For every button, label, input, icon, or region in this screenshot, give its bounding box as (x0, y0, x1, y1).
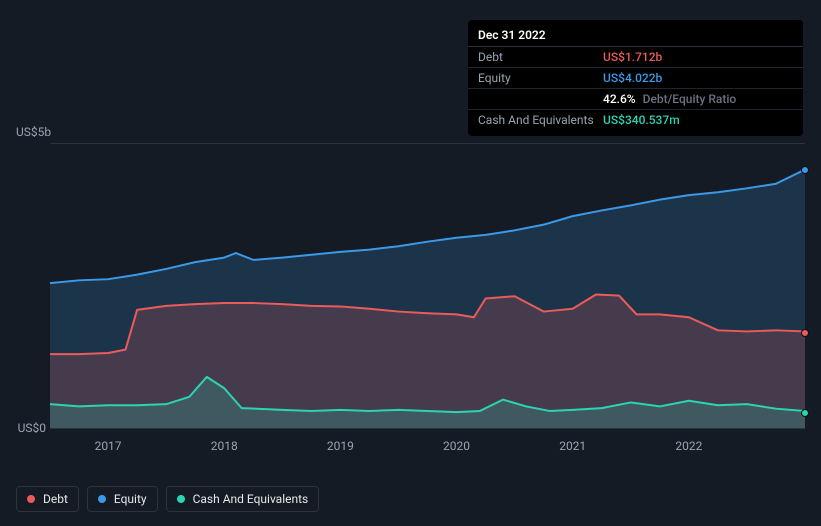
chart-tooltip: Dec 31 2022 DebtUS$1.712bEquityUS$4.022b… (468, 20, 803, 136)
y-axis-label-max: US$5b (16, 125, 46, 139)
legend-swatch-icon (177, 495, 185, 503)
chart-plot-area[interactable] (50, 143, 805, 429)
legend-swatch-icon (98, 495, 106, 503)
x-axis-label: 2017 (95, 439, 122, 453)
tooltip-row: EquityUS$4.022b (468, 68, 803, 89)
legend-swatch-icon (27, 495, 35, 503)
legend-item[interactable]: Debt (16, 486, 79, 512)
tooltip-row-value: US$1.712b (603, 50, 662, 64)
legend-item[interactable]: Equity (87, 486, 158, 512)
series-end-marker (801, 329, 809, 337)
tooltip-row-label (478, 92, 603, 106)
tooltip-row: 42.6% Debt/Equity Ratio (468, 89, 803, 110)
x-axis-labels: 2017 2018 2019 2020 2021 2022 (50, 439, 805, 459)
tooltip-row-label: Debt (478, 50, 603, 64)
x-axis-label: 2022 (675, 439, 702, 453)
legend-item-label: Cash And Equivalents (193, 492, 309, 506)
chart-legend: Debt Equity Cash And Equivalents (16, 486, 319, 512)
tooltip-row-value: US$4.022b (603, 71, 662, 85)
legend-item[interactable]: Cash And Equivalents (166, 486, 320, 512)
x-axis-label: 2021 (559, 439, 586, 453)
tooltip-row-label: Equity (478, 71, 603, 85)
financial-history-chart: US$5b US$0 2017 2018 2019 2020 2021 2022 (16, 123, 805, 463)
legend-item-label: Equity (114, 492, 147, 506)
x-axis-label: 2020 (443, 439, 470, 453)
x-axis-label: 2018 (211, 439, 238, 453)
tooltip-row-value: 42.6% Debt/Equity Ratio (603, 92, 736, 106)
series-end-marker (801, 166, 809, 174)
x-axis-label: 2019 (327, 439, 354, 453)
y-axis-label-min: US$0 (16, 421, 46, 435)
tooltip-date: Dec 31 2022 (468, 26, 803, 47)
legend-item-label: Debt (43, 492, 68, 506)
tooltip-row: DebtUS$1.712b (468, 47, 803, 68)
series-end-marker (801, 409, 809, 417)
